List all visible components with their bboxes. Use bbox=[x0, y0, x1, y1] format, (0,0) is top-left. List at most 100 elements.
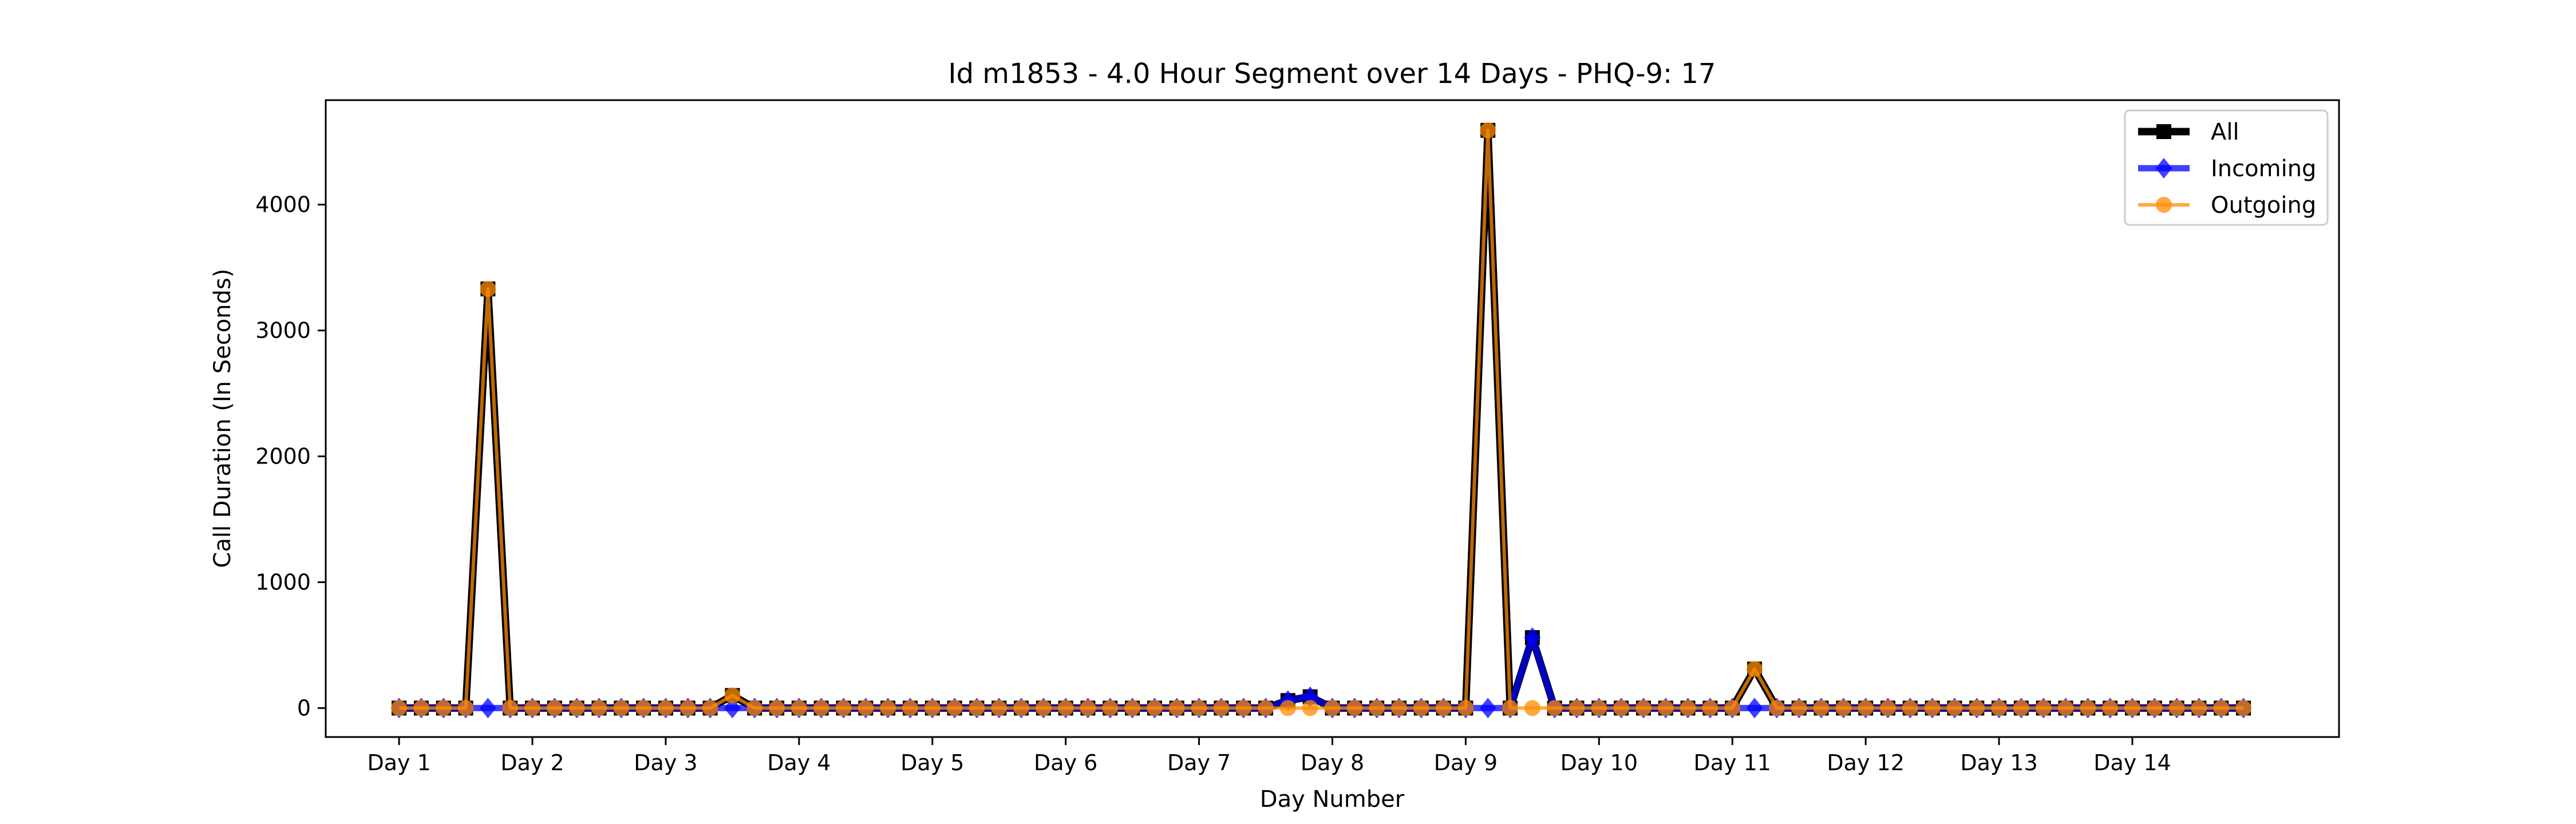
x-tick-label: Day 2 bbox=[500, 750, 564, 775]
series-layer bbox=[390, 122, 2252, 719]
point-outgoing bbox=[791, 700, 807, 716]
point-outgoing bbox=[524, 700, 541, 716]
point-outgoing bbox=[1680, 700, 1696, 716]
point-incoming bbox=[1524, 627, 1541, 648]
point-outgoing bbox=[1502, 700, 1519, 716]
point-outgoing bbox=[835, 700, 852, 716]
point-outgoing bbox=[2213, 700, 2230, 716]
point-outgoing bbox=[546, 700, 563, 716]
point-incoming bbox=[479, 698, 496, 719]
point-incoming bbox=[724, 698, 741, 719]
point-outgoing bbox=[1035, 700, 1052, 716]
y-tick-label: 3000 bbox=[255, 318, 311, 343]
x-tick-label: Day 5 bbox=[900, 750, 964, 775]
x-axis: Day 1 Day 2 Day 3 Day 4 Day 5 Day 6 Day 7 Day 8… bbox=[367, 737, 2171, 775]
point-outgoing bbox=[2057, 700, 2074, 716]
legend-label-outgoing: Outgoing bbox=[2211, 192, 2316, 219]
series-outgoing bbox=[391, 122, 2252, 716]
point-outgoing bbox=[1747, 661, 1763, 678]
point-outgoing bbox=[1457, 700, 1474, 716]
point-outgoing bbox=[1413, 700, 1429, 716]
point-outgoing bbox=[2191, 700, 2207, 716]
point-outgoing bbox=[2168, 700, 2185, 716]
point-outgoing bbox=[813, 700, 829, 716]
point-incoming bbox=[1479, 698, 1496, 719]
point-outgoing bbox=[1879, 700, 1896, 716]
point-outgoing bbox=[724, 687, 741, 704]
x-tick-label: Day 9 bbox=[1434, 750, 1498, 775]
x-tick-label: Day 1 bbox=[367, 750, 430, 775]
point-outgoing bbox=[1902, 700, 1918, 716]
point-outgoing bbox=[679, 700, 696, 716]
point-outgoing bbox=[1946, 700, 1963, 716]
point-outgoing bbox=[902, 700, 918, 716]
legend-marker-outgoing bbox=[2156, 197, 2172, 213]
point-outgoing bbox=[769, 700, 785, 716]
point-outgoing bbox=[2080, 700, 2096, 716]
legend-label-incoming: Incoming bbox=[2211, 156, 2316, 182]
point-outgoing bbox=[1168, 700, 1185, 716]
x-tick-label: Day 3 bbox=[634, 750, 697, 775]
y-tick-label: 1000 bbox=[255, 569, 311, 595]
legend-marker-all bbox=[2156, 124, 2171, 139]
legend: All Incoming Outgoing bbox=[2124, 109, 2329, 226]
x-tick-label: Day 12 bbox=[1827, 750, 1904, 775]
point-outgoing bbox=[1213, 700, 1230, 716]
point-outgoing bbox=[591, 700, 607, 716]
point-outgoing bbox=[1346, 700, 1363, 716]
x-tick-label: Day 7 bbox=[1167, 750, 1231, 775]
point-outgoing bbox=[568, 700, 585, 716]
point-outgoing bbox=[1768, 700, 1785, 716]
chart-title: Id m1853 - 4.0 Hour Segment over 14 Days… bbox=[948, 58, 1716, 90]
point-outgoing bbox=[1279, 700, 1296, 716]
legend-label-all: All bbox=[2211, 119, 2239, 145]
point-outgoing bbox=[2124, 700, 2140, 716]
point-outgoing bbox=[1013, 700, 1030, 716]
y-tick-label: 0 bbox=[297, 695, 311, 720]
point-outgoing bbox=[880, 700, 896, 716]
point-outgoing bbox=[746, 700, 763, 716]
point-outgoing bbox=[2102, 700, 2119, 716]
point-outgoing bbox=[635, 700, 652, 716]
legend-marker-incoming bbox=[2155, 158, 2172, 179]
point-outgoing bbox=[1146, 700, 1163, 716]
point-outgoing bbox=[480, 280, 496, 297]
point-outgoing bbox=[1724, 700, 1741, 716]
point-outgoing bbox=[1302, 700, 1318, 716]
point-outgoing bbox=[1635, 700, 1652, 716]
point-outgoing bbox=[1235, 700, 1252, 716]
point-outgoing bbox=[1613, 700, 1630, 716]
y-tick-label: 2000 bbox=[255, 443, 311, 469]
point-outgoing bbox=[1369, 700, 1385, 716]
point-outgoing bbox=[1591, 700, 1607, 716]
point-outgoing bbox=[1858, 700, 1874, 716]
x-tick-label: Day 4 bbox=[767, 750, 831, 775]
point-outgoing bbox=[702, 700, 718, 716]
point-outgoing bbox=[969, 700, 985, 716]
y-tick-label: 4000 bbox=[255, 192, 311, 217]
point-outgoing bbox=[2146, 700, 2163, 716]
point-outgoing bbox=[1969, 700, 1985, 716]
point-outgoing bbox=[1080, 700, 1096, 716]
point-outgoing bbox=[1524, 700, 1540, 716]
point-incoming bbox=[1746, 698, 1763, 719]
x-tick-label: Day 11 bbox=[1694, 750, 1771, 775]
point-outgoing bbox=[1258, 700, 1274, 716]
point-outgoing bbox=[1813, 700, 1830, 716]
point-outgoing bbox=[2235, 700, 2252, 716]
point-outgoing bbox=[457, 700, 474, 716]
x-tick-label: Day 6 bbox=[1034, 750, 1097, 775]
point-outgoing bbox=[1835, 700, 1852, 716]
x-tick-label: Day 10 bbox=[1560, 750, 1638, 775]
point-outgoing bbox=[1124, 700, 1141, 716]
point-outgoing bbox=[413, 700, 429, 716]
x-tick-label: Day 13 bbox=[1960, 750, 2037, 775]
point-outgoing bbox=[2013, 700, 2029, 716]
point-outgoing bbox=[435, 700, 452, 716]
point-outgoing bbox=[2035, 700, 2052, 716]
point-outgoing bbox=[1480, 122, 1496, 138]
point-outgoing bbox=[1657, 700, 1674, 716]
x-tick-label: Day 8 bbox=[1301, 750, 1364, 775]
